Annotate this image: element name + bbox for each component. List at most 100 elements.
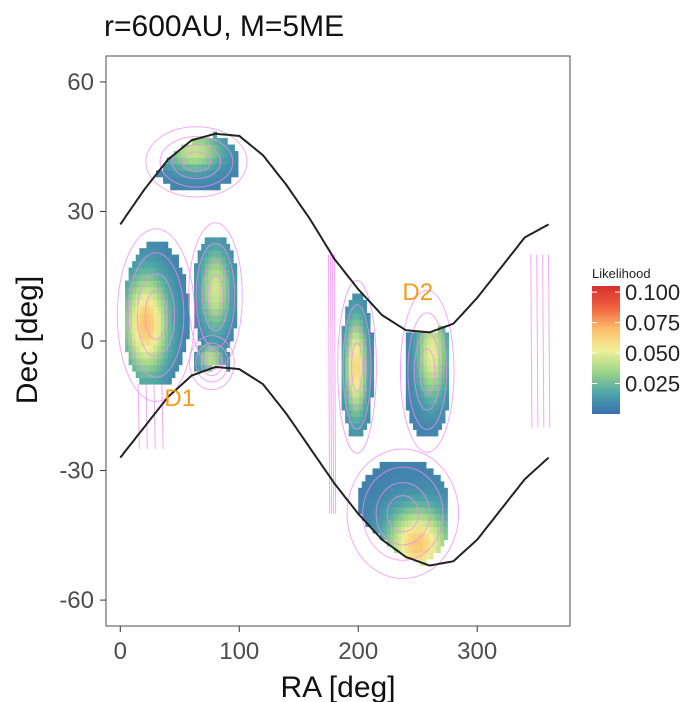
heatmap-cell	[219, 345, 223, 353]
heatmap-cell	[412, 423, 417, 430]
heatmap-cell	[429, 487, 434, 495]
heatmap-cell	[142, 319, 147, 327]
contour-line	[337, 280, 377, 454]
heatmap-cell	[229, 328, 234, 335]
heatmap-cell	[352, 390, 357, 398]
heatmap-cell	[150, 261, 154, 268]
heatmap-cell	[184, 176, 189, 184]
heatmap-cell	[418, 461, 423, 469]
heatmap-cell	[408, 552, 413, 560]
heatmap-cell	[171, 306, 176, 314]
heatmap-cell	[204, 243, 209, 251]
heatmap-cell	[372, 507, 377, 515]
heatmap-cell	[208, 334, 213, 342]
lower-boundary-curve	[119, 365, 550, 567]
heatmap-cell	[170, 170, 175, 178]
heatmap-cell	[139, 267, 144, 275]
heatmap-cell	[142, 274, 147, 281]
contour-line	[144, 290, 168, 340]
heatmap-cell	[164, 364, 169, 372]
heatmap-cell	[393, 487, 398, 495]
heatmap-cell	[150, 319, 154, 327]
heatmap-cell	[208, 263, 213, 271]
heatmap-cell	[345, 371, 350, 379]
heatmap-cell	[359, 345, 364, 353]
heatmap-cell	[201, 328, 206, 335]
heatmap-cell	[222, 295, 227, 303]
heatmap-cell	[368, 494, 373, 502]
heatmap-cell	[197, 334, 202, 342]
heatmap-cell	[415, 520, 420, 528]
heatmap-cell	[215, 256, 220, 264]
contour-line	[548, 254, 551, 428]
heatmap-cell	[401, 507, 406, 515]
heatmap-cell	[401, 539, 406, 547]
heatmap-cell	[370, 351, 375, 359]
heatmap-cell	[178, 293, 183, 301]
heatmap-cell	[227, 157, 232, 165]
heatmap-cell	[355, 351, 360, 359]
heatmap-cell	[202, 163, 207, 171]
heatmap-cell	[436, 526, 441, 534]
heatmap-cell	[422, 494, 427, 502]
heatmap-cell	[412, 384, 417, 392]
heatmap-cell	[197, 302, 202, 310]
heatmap-cell	[366, 332, 371, 340]
heatmap-cell	[361, 494, 366, 502]
heatmap-cell	[208, 338, 213, 346]
heatmap-cell	[204, 358, 209, 366]
heatmap-cell	[411, 474, 416, 482]
heatmap-cell	[422, 552, 427, 560]
heatmap-cell	[427, 410, 432, 417]
heatmap-cell	[359, 319, 364, 327]
heatmap-cell	[415, 468, 420, 476]
heatmap-cell	[198, 170, 203, 178]
heatmap-cell	[415, 461, 420, 469]
heatmap-cell	[386, 513, 391, 521]
heatmap-cell	[167, 319, 172, 327]
heatmap-cell	[132, 280, 137, 288]
heatmap-cell	[202, 144, 207, 152]
heatmap-cell	[420, 377, 425, 385]
heatmap-cell	[230, 163, 235, 171]
heatmap-cell	[376, 526, 381, 534]
heatmap-cell	[434, 397, 439, 405]
heatmap-cell	[348, 299, 353, 307]
heatmap-cell	[405, 384, 410, 392]
heatmap-cell	[383, 520, 388, 528]
heatmap-cell	[386, 468, 391, 476]
heatmap-cell	[359, 397, 364, 405]
heatmap-cell	[164, 280, 169, 288]
heatmap-cell	[345, 384, 350, 392]
heatmap-cell	[195, 157, 200, 165]
heatmap-cell	[180, 157, 185, 165]
contour-line	[136, 273, 176, 358]
heatmap-cell	[440, 526, 445, 534]
heatmap-cell	[146, 358, 151, 366]
heatmap-cell	[430, 390, 435, 398]
heatmap-cell	[204, 295, 209, 303]
heatmap-cell	[150, 332, 154, 340]
heatmap-cell	[372, 481, 377, 489]
heatmap-cell	[157, 345, 162, 353]
heatmap-cell	[362, 306, 367, 314]
annotations: D1 D2	[164, 279, 433, 412]
heatmap-cell	[223, 144, 228, 152]
heatmap-cell	[173, 176, 178, 184]
heatmap-cell	[146, 306, 151, 314]
heatmap-cell	[194, 308, 199, 316]
heatmap-cell	[443, 507, 448, 515]
heatmap-cell	[422, 533, 427, 541]
heatmap-cell	[146, 319, 151, 327]
heatmap-cell	[215, 269, 220, 277]
heatmap-cell	[370, 377, 375, 385]
heatmap-cell	[383, 481, 388, 489]
heatmap-cell	[222, 237, 227, 245]
heatmap-cell	[423, 351, 428, 359]
heatmap-cell	[445, 351, 450, 359]
heatmap-cell	[211, 243, 216, 251]
heatmap-cell	[167, 371, 172, 379]
heatmap-cell	[142, 299, 147, 307]
heatmap-cell	[146, 280, 151, 288]
heatmap-cell	[359, 332, 364, 340]
